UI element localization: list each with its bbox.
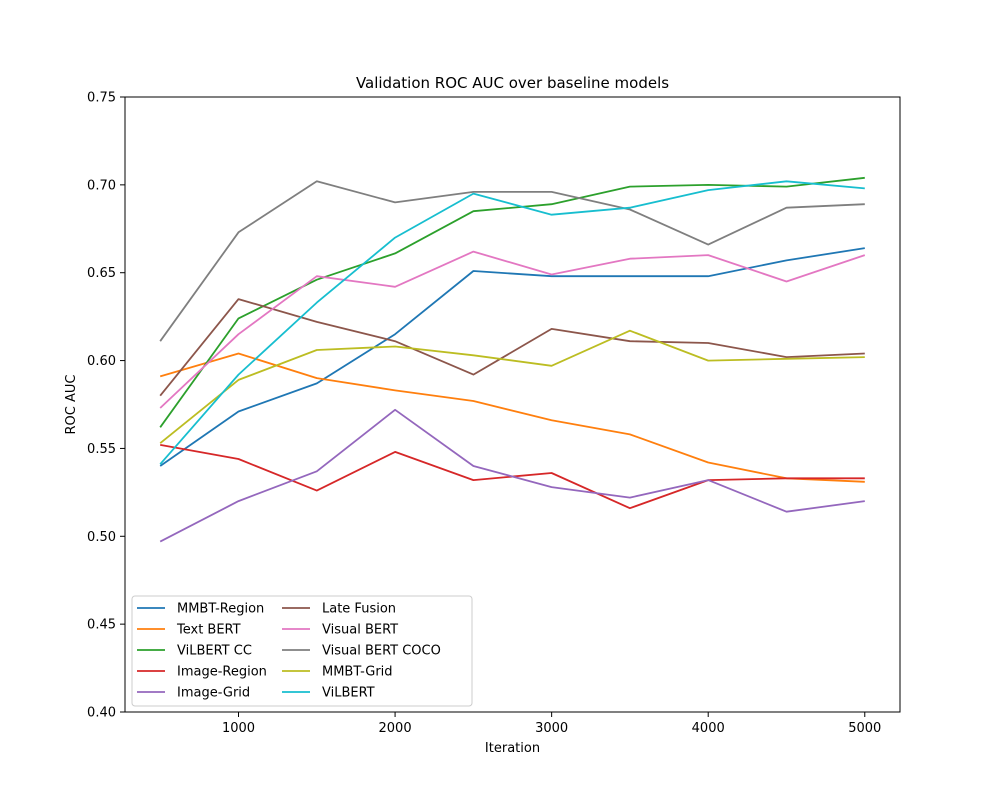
legend-label-image-region: Image-Region <box>177 665 267 680</box>
y-tick-label: 0.70 <box>87 178 116 193</box>
y-tick-label: 0.55 <box>87 442 116 457</box>
y-tick-label: 0.65 <box>87 266 116 281</box>
series-line-vilbert <box>159 180 865 465</box>
axis-ticks: 1000 2000 3000 4000 5000 0.40 0.45 0.50 0.55 0.60… <box>87 91 881 737</box>
plot-frame <box>124 96 901 713</box>
x-tick-label: 4000 <box>692 721 725 736</box>
series-line-image-grid <box>159 408 865 543</box>
x-tick-label: 2000 <box>379 721 412 736</box>
legend-box <box>131 595 473 707</box>
series-line-late-fusion <box>159 298 865 397</box>
series-line-visual-bert <box>159 250 866 409</box>
chart-title: Validation ROC AUC over baseline models <box>356 74 669 92</box>
legend-label-late-fusion: Late Fusion <box>322 602 396 617</box>
y-tick-label: 0.60 <box>87 354 116 369</box>
y-tick-label: 0.50 <box>87 530 116 545</box>
legend-label-visual-bert-coco: Visual BERT COCO <box>322 644 441 659</box>
x-tick-label: 5000 <box>848 721 881 736</box>
y-axis-label: ROC AUC <box>64 375 79 435</box>
legend-label-mmbt-region: MMBT-Region <box>177 602 264 617</box>
x-axis-label: Iteration <box>485 741 540 756</box>
legend-label-vilbert-cc: ViLBERT CC <box>177 644 252 659</box>
y-tick-label: 0.40 <box>87 706 116 721</box>
series-line-mmbt-grid <box>159 329 865 444</box>
legend: MMBT-Region Text BERT ViLBERT CC Image-Regi… <box>131 595 473 707</box>
series-line-text-bert <box>159 352 865 483</box>
y-tick-label: 0.75 <box>87 91 116 106</box>
legend-label-vilbert: ViLBERT <box>322 686 375 701</box>
series-line-mmbt-region <box>159 247 865 467</box>
x-tick-label: 1000 <box>222 721 255 736</box>
series-line-visual-bert-coco <box>159 180 865 342</box>
legend-label-text-bert: Text BERT <box>176 623 241 638</box>
y-tick-label: 0.45 <box>87 618 116 633</box>
legend-label-visual-bert: Visual BERT <box>322 623 398 638</box>
legend-label-image-grid: Image-Grid <box>177 686 250 701</box>
legend-label-mmbt-grid: MMBT-Grid <box>322 665 393 680</box>
x-tick-label: 3000 <box>535 721 568 736</box>
series-lines <box>159 176 866 543</box>
